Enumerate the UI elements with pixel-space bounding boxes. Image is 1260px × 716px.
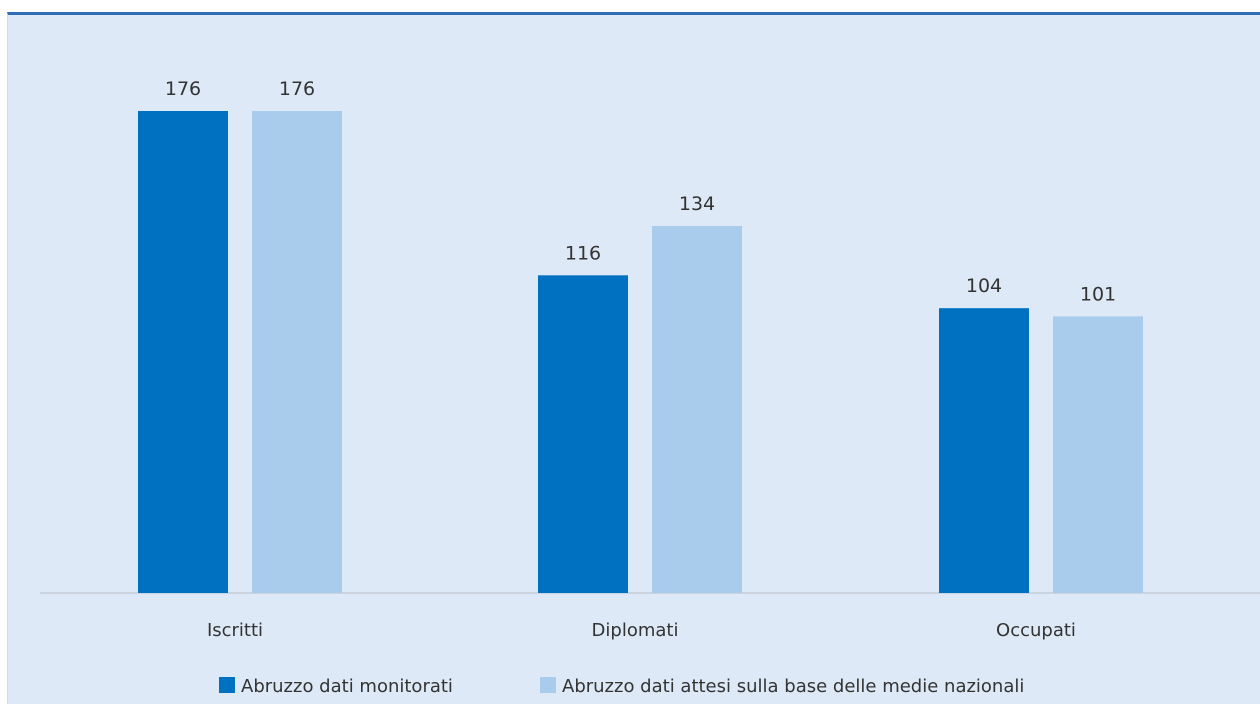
data-label: 176 bbox=[279, 78, 315, 100]
data-label: 101 bbox=[1080, 283, 1116, 305]
bar-occupati-series-2 bbox=[1053, 316, 1143, 593]
bars-layer bbox=[138, 111, 1143, 594]
bar-iscritti-series-2 bbox=[252, 111, 342, 593]
data-label: 176 bbox=[165, 78, 201, 100]
category-label: Iscritti bbox=[207, 620, 263, 641]
category-labels-layer: Iscritti Diplomati Occupati bbox=[207, 620, 1076, 641]
legend: Abruzzo dati monitorati Abruzzo dati atte… bbox=[219, 676, 1024, 697]
legend-label: Abruzzo dati monitorati bbox=[241, 676, 453, 697]
data-label: 134 bbox=[679, 193, 715, 215]
legend-swatch bbox=[219, 677, 235, 693]
legend-swatch bbox=[540, 677, 556, 693]
category-label: Occupati bbox=[996, 620, 1076, 641]
bar-occupati-series-1 bbox=[939, 308, 1029, 593]
legend-label: Abruzzo dati attesi sulla base delle med… bbox=[562, 676, 1024, 697]
data-label: 104 bbox=[966, 275, 1002, 297]
bar-iscritti-series-1 bbox=[138, 111, 228, 593]
data-labels-layer: 176 176 116 134 104 101 bbox=[165, 78, 1116, 305]
data-label: 116 bbox=[565, 242, 601, 264]
category-label: Diplomati bbox=[592, 620, 679, 641]
bar-diplomati-series-2 bbox=[652, 226, 742, 594]
bar-diplomati-series-1 bbox=[538, 275, 628, 593]
